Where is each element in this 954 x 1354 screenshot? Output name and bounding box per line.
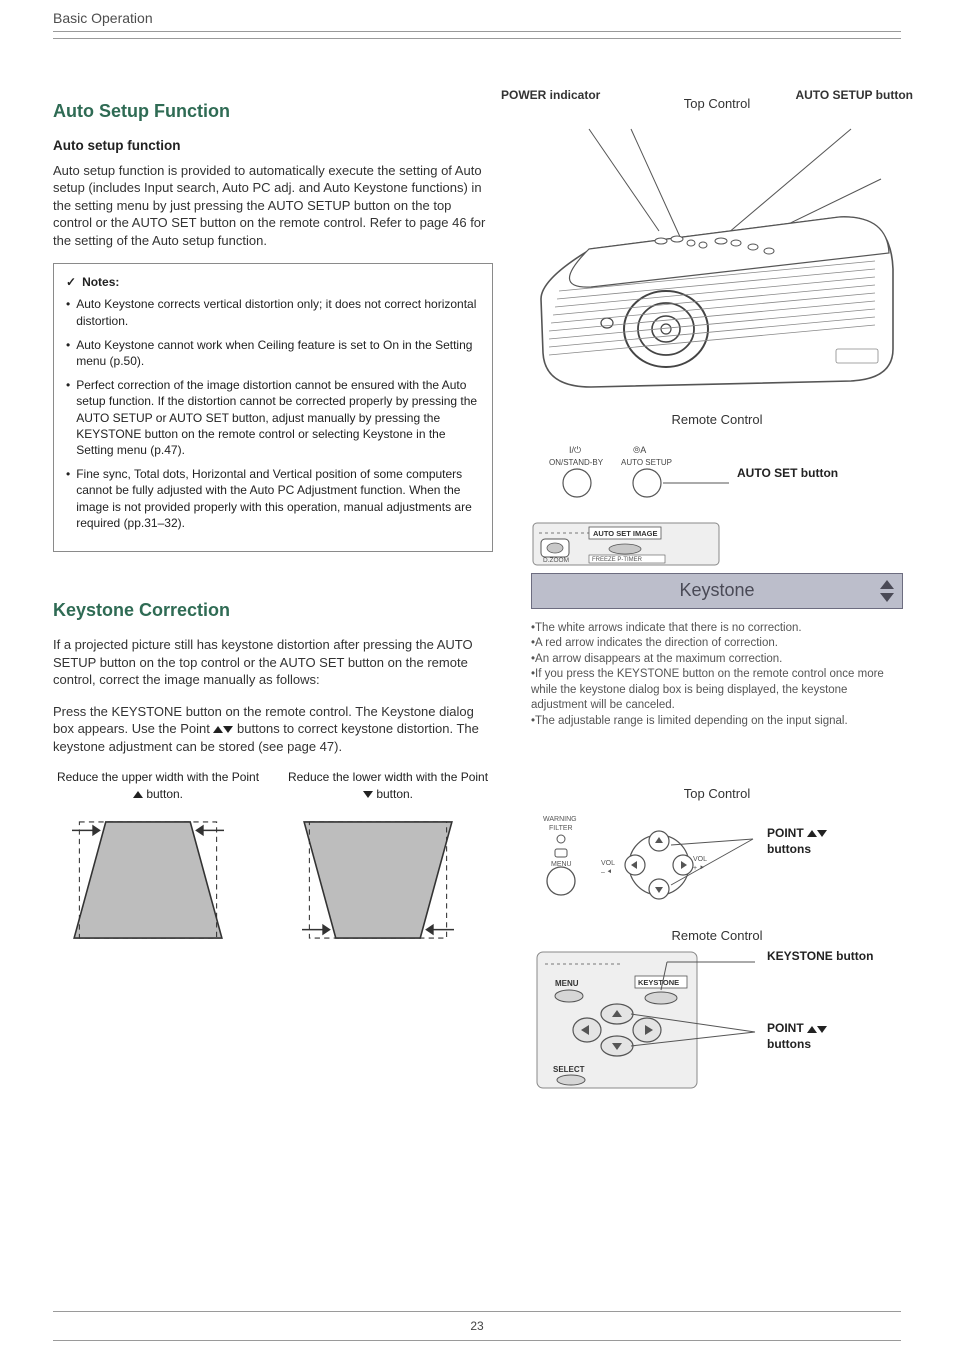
keystone-note: •The adjustable range is limited dependi…: [531, 714, 903, 730]
svg-text:– ⯇: – ⯇: [601, 869, 612, 876]
keystone-osd-arrows: [880, 580, 894, 602]
keystone-lower-diagram: [283, 810, 473, 950]
page-footer: 23: [53, 1311, 901, 1341]
point-down-icon: [363, 791, 373, 798]
notes-item: •Fine sync, Total dots, Horizontal and V…: [66, 466, 480, 531]
top-control-panel-illustration: WARNING FILTER MENU: [531, 809, 761, 909]
keystone-down-label: Reduce the lower width with the Point bu…: [283, 769, 493, 801]
autosetup-subhead: Auto setup function: [53, 137, 493, 155]
point-up-icon: [807, 830, 817, 837]
keystone-up-label: Reduce the upper width with the Point bu…: [53, 769, 263, 801]
autosetup-button-label: AUTO SETUP button: [795, 87, 913, 103]
section-title-keystone: Keystone Correction: [53, 598, 493, 622]
keystone-note: •The white arrows indicate that there is…: [531, 621, 903, 637]
notes-item: •Perfect correction of the image distort…: [66, 377, 480, 458]
keystone-upper-diagram: [53, 810, 243, 950]
remote-keystone-illustration: MENU KEYSTONE: [531, 950, 761, 1090]
point-buttons-label-top: POINT buttons: [767, 825, 827, 857]
point-down-icon: [223, 726, 233, 733]
arrow-down-icon: [880, 593, 894, 602]
svg-text:I/⏻: I/⏻: [569, 445, 581, 455]
top-control-panel-caption: Top Control: [531, 785, 903, 803]
remote-control-caption: Remote Control: [531, 411, 903, 429]
svg-text:⦾A: ⦾A: [633, 445, 646, 455]
page: Basic Operation Auto Setup Function Auto…: [0, 0, 954, 1354]
svg-text:AUTO SETUP: AUTO SETUP: [621, 458, 672, 467]
breadcrumb: Basic Operation: [53, 9, 901, 28]
page-number: 23: [470, 1318, 483, 1334]
point-buttons-label-remote: POINT buttons: [767, 1020, 827, 1052]
page-header: Basic Operation: [1, 1, 953, 75]
remote-autoset-illustration: I/⏻ ON/STAND-BY ⦾A AUTO SETUP: [531, 435, 751, 515]
point-up-icon: [807, 1026, 817, 1033]
keystone-button-label: KEYSTONE button: [767, 948, 873, 964]
notes-title: Notes:: [82, 274, 119, 290]
point-down-icon: [817, 830, 827, 837]
keystone-para1: If a projected picture still has keyston…: [53, 636, 493, 689]
svg-text:ON/STAND-BY: ON/STAND-BY: [549, 458, 604, 467]
svg-text:KEYSTONE: KEYSTONE: [638, 978, 679, 987]
svg-text:D.ZOOM: D.ZOOM: [543, 557, 569, 564]
point-up-icon: [213, 726, 223, 733]
keystone-direction-diagrams: Reduce the upper width with the Point bu…: [53, 769, 493, 949]
svg-text:FILTER: FILTER: [549, 825, 573, 832]
keystone-note: •If you press the KEYSTONE button on the…: [531, 667, 903, 714]
svg-text:MENU: MENU: [555, 979, 579, 988]
remote-control-caption-2: Remote Control: [531, 927, 903, 945]
keystone-osd-label: Keystone: [679, 578, 754, 602]
section-title-autosetup: Auto Setup Function: [53, 99, 493, 123]
remote-bottom-strip: D.ZOOM AUTO SET IMAGE FREEZE P-TIMER: [531, 521, 721, 567]
svg-text:SELECT: SELECT: [553, 1065, 585, 1074]
keystone-note: •An arrow disappears at the maximum corr…: [531, 652, 903, 668]
keystone-note: •A red arrow indicates the direction of …: [531, 636, 903, 652]
keystone-osd: Keystone: [531, 573, 903, 609]
power-indicator-label: POWER indicator: [501, 87, 600, 103]
point-up-icon: [133, 791, 143, 798]
svg-text:AUTO SET IMAGE: AUTO SET IMAGE: [593, 529, 657, 538]
point-down-icon: [817, 1026, 827, 1033]
notes-box: ✓ Notes: •Auto Keystone corrects vertica…: [53, 263, 493, 552]
arrow-up-icon: [880, 580, 894, 589]
svg-text:WARNING: WARNING: [543, 816, 577, 823]
autosetup-para: Auto setup function is provided to autom…: [53, 162, 493, 250]
left-column: Auto Setup Function Auto setup function …: [53, 95, 493, 950]
notes-item: •Auto Keystone corrects vertical distort…: [66, 296, 480, 328]
svg-text:VOL: VOL: [693, 856, 707, 863]
svg-text:FREEZE P-TIMER: FREEZE P-TIMER: [592, 557, 643, 563]
keystone-para2: Press the KEYSTONE button on the remote …: [53, 703, 493, 756]
svg-text:VOL: VOL: [601, 860, 615, 867]
notes-item: •Auto Keystone cannot work when Ceiling …: [66, 337, 480, 369]
svg-text:+ ⯈: + ⯈: [693, 865, 705, 872]
notes-head: ✓ Notes:: [66, 274, 480, 290]
check-icon: ✓: [66, 274, 76, 290]
projector-illustration: [531, 119, 903, 399]
autoset-button-label: AUTO SET button: [737, 465, 838, 481]
right-column: Top Control POWER indicator AUTO SETUP b…: [531, 95, 903, 1100]
page-body: Auto Setup Function Auto setup function …: [53, 95, 901, 1299]
